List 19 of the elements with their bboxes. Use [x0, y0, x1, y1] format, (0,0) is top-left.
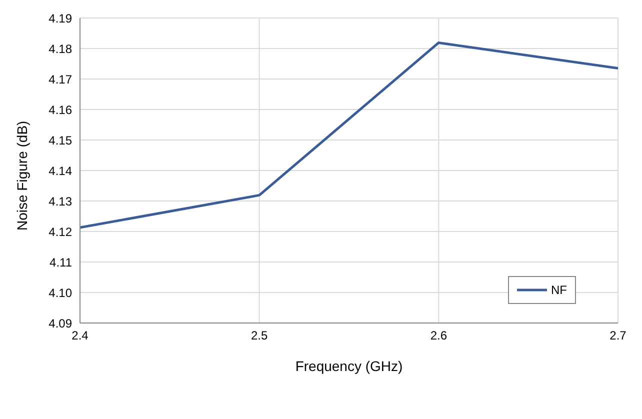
- y-tick-label: 4.09: [48, 316, 72, 330]
- line-series: [80, 41, 618, 229]
- x-axis-title: Frequency (GHz): [295, 358, 403, 374]
- y-axis-title: Noise Figure (dB): [14, 120, 30, 230]
- x-tick-label: 2.4: [72, 328, 89, 343]
- x-tick-label: 2.7: [610, 328, 627, 343]
- legend-label: NF: [551, 283, 567, 297]
- x-tick-label: 2.6: [430, 328, 448, 343]
- y-tick-label: 4.16: [48, 102, 72, 117]
- y-tick-label: 4.10: [48, 286, 72, 300]
- y-tick-label: 4.17: [48, 72, 72, 86]
- y-tick-label: 4.14: [48, 164, 72, 178]
- y-tick-label: 4.13: [48, 194, 72, 208]
- y-tick-label: 4.12: [48, 224, 72, 239]
- y-tick-label: 4.15: [48, 133, 72, 148]
- y-tick-label: 4.11: [50, 255, 72, 270]
- y-tick-label: 4.19: [48, 11, 72, 26]
- y-tick-label: 4.18: [48, 42, 72, 56]
- x-tick-label: 2.5: [250, 328, 268, 343]
